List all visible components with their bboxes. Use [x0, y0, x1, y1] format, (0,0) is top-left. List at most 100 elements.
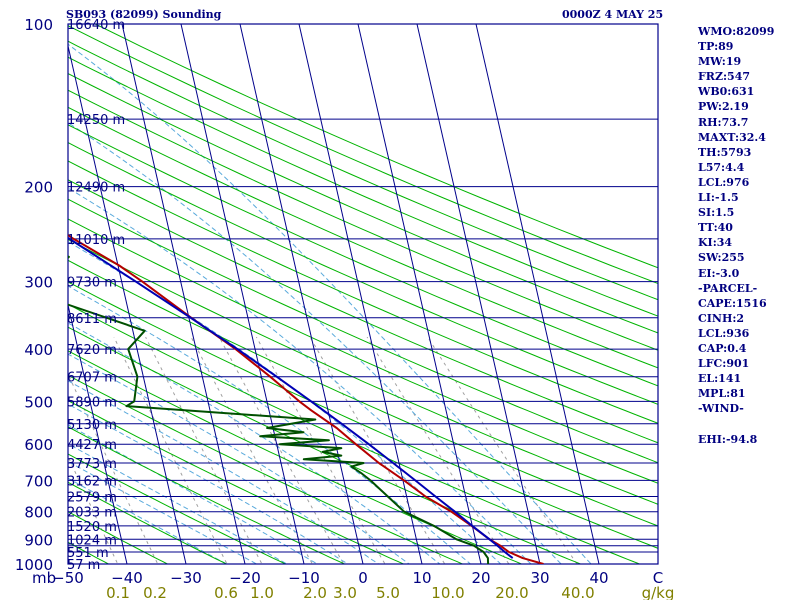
dry-adiabat-line — [68, 453, 287, 564]
dry-adiabat-line — [68, 281, 658, 549]
isotherm-line — [416, 24, 541, 564]
isotherm-line — [239, 24, 364, 564]
stability-index-item: LCL:936 — [698, 326, 750, 340]
stability-index-item: -PARCEL- — [698, 281, 758, 295]
height-label: 5890 m — [67, 395, 117, 410]
moist-adiabat-line — [68, 322, 441, 564]
height-label: 57 m — [67, 558, 100, 573]
parcel-profile-line — [68, 236, 514, 559]
height-label: 9730 m — [67, 276, 117, 291]
stability-index-item: L57:4.4 — [698, 160, 745, 174]
isotherm-line — [475, 24, 600, 564]
stability-index-item: TH:5793 — [698, 145, 752, 159]
temperature-tick-label: 30 — [530, 569, 549, 587]
dry-adiabat-line — [68, 374, 464, 564]
stability-index-item: WMO:82099 — [698, 25, 775, 38]
pressure-tick-label: 400 — [24, 341, 53, 359]
temperature-tick-labels: −50 −40 −30 −20 −10 0 10 20 30 40 C — [52, 569, 663, 587]
dry-adiabat-line — [68, 218, 658, 484]
stability-index-item: -WIND- — [698, 402, 744, 416]
moist-adiabat-line — [68, 187, 532, 564]
mixing-ratio-line — [113, 336, 228, 564]
moist-adiabat-line — [68, 353, 410, 564]
sounding-time: 0000Z 4 MAY 25 — [562, 8, 664, 21]
temperature-tick-label: 20 — [471, 569, 490, 587]
moist-adiabat-line — [68, 477, 228, 564]
mixing-ratio-line — [218, 336, 345, 564]
isotherm-line — [68, 43, 187, 564]
stability-index-item: CAP:0.4 — [698, 341, 747, 355]
isotherm-line — [298, 24, 423, 564]
height-label: 16640 m — [67, 18, 125, 33]
stability-index-item: MPL:81 — [698, 387, 746, 401]
temperature-tick-label: C — [653, 569, 663, 587]
pressure-tick-label: 100 — [24, 16, 53, 34]
height-label: 6707 m — [67, 371, 117, 386]
dry-adiabat-line — [68, 426, 346, 564]
height-label: 2033 m — [67, 506, 117, 521]
stability-index-item: KI:34 — [698, 236, 733, 250]
sounding-title: SB093 (82099) Sounding — [66, 8, 222, 21]
dry-adiabat-line — [68, 179, 658, 444]
isotherms — [68, 24, 600, 564]
mixing-ratio-label: 0.2 — [143, 584, 167, 600]
dry-adiabat-line — [68, 124, 658, 387]
isotherm-line — [68, 302, 128, 564]
isotherm-line — [121, 24, 246, 564]
mixing-ratio-label: 5.0 — [376, 584, 400, 600]
mixing-ratio-line — [255, 336, 386, 564]
stability-indices-panel: WMO:82099 TP:89 MW:19 FRZ:547 WB0:631 PW:2.19… — [698, 24, 798, 447]
mixing-ratio-line — [366, 336, 510, 564]
stability-index-item: LI:-1.5 — [698, 191, 739, 205]
dry-adiabat-line — [68, 350, 523, 564]
height-label: 11010 m — [67, 233, 125, 248]
stability-index-item: EI:-3.0 — [698, 266, 740, 280]
pressure-axis-label: mb — [32, 569, 56, 587]
temperature-tick-label: −30 — [170, 569, 202, 587]
pressure-tick-label: 1000 — [15, 556, 53, 574]
stability-index-item: TP:89 — [698, 40, 734, 54]
mixing-ratio-label: 1.0 — [250, 584, 274, 600]
stability-index-item: EL:141 — [698, 372, 742, 386]
pressure-tick-label: 700 — [24, 472, 53, 490]
isotherm-line — [357, 24, 482, 564]
dry-adiabat-line — [68, 106, 658, 369]
isotherm-line — [180, 24, 305, 564]
dry-adiabat-line — [68, 399, 405, 564]
height-label: 12490 m — [67, 181, 125, 196]
stability-index-item: SW:255 — [698, 251, 745, 265]
mixing-ratio-line — [309, 336, 446, 564]
mixing-ratio-label: 40.0 — [561, 584, 594, 600]
dry-adiabat-line — [68, 25, 658, 285]
stability-index-item: FRZ:547 — [698, 70, 751, 84]
stability-index-item: LCL:976 — [698, 175, 750, 189]
mixing-ratio-line — [68, 455, 119, 564]
height-label: 3773 m — [67, 457, 117, 472]
dry-adiabat-line — [68, 89, 658, 351]
dry-adiabat-line — [68, 160, 658, 424]
dry-adiabat-line — [68, 72, 658, 334]
temperature-tick-label: 0 — [358, 569, 368, 587]
stability-index-item: EHI:-94.8 — [698, 432, 758, 446]
dry-adiabat-line — [68, 259, 658, 527]
mixing-ratio-label: 0.1 — [106, 584, 130, 600]
isobars — [68, 24, 658, 564]
height-label: 1024 m — [67, 533, 117, 548]
dry-adiabat-line — [68, 40, 658, 301]
mixing-ratio-line — [190, 336, 313, 564]
height-label: 4427 m — [67, 438, 117, 453]
pressure-tick-label: 200 — [24, 179, 53, 197]
mixing-ratio-labels: 0.1 0.2 0.6 1.0 2.0 3.0 5.0 10.0 20.0 40.0 g/kg — [106, 584, 674, 600]
stability-index-item: CINH:2 — [698, 311, 745, 325]
height-label: 7620 m — [67, 343, 117, 358]
pressure-tick-label: 300 — [24, 274, 53, 292]
moist-adiabat-line — [68, 380, 380, 564]
moist-adiabat-line — [68, 424, 319, 564]
plot-frame — [67, 23, 659, 565]
stability-index-item: WB0:631 — [698, 85, 755, 99]
height-label: 5130 m — [67, 418, 117, 433]
dry-adiabat-line — [68, 481, 228, 564]
mixing-ratio-label: g/kg — [642, 584, 675, 600]
